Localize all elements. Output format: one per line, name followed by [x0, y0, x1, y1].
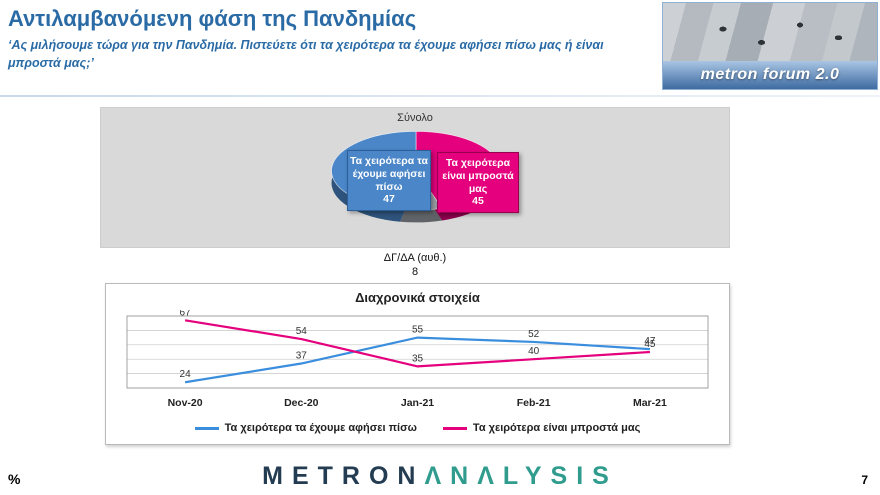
svg-text:45: 45 — [644, 339, 656, 350]
line-chart-panel: Διαχρονικά στοιχεία 24 37 55 52 47 67 54 35 40 45… — [105, 283, 730, 445]
metron-analysis-logo: METRONΛNΛLYSIS — [0, 462, 880, 491]
page-title: Αντιλαμβανόμενη φάση της Πανδημίας — [8, 6, 417, 31]
pie-callout-ahead-label: Τα χειρότερα είναι μπροστά μας — [442, 157, 514, 195]
brand-analysis: ΛNΛLYSIS — [424, 462, 618, 490]
legend-line-ahead — [442, 426, 467, 430]
legend-item-behind: Τα χειρότερα τα έχουμε αφήσει πίσω — [194, 422, 417, 434]
pie-panel: Σύνολο Τα χειρότερα τα έχουμε αφήσει πίσ… — [100, 107, 730, 248]
svg-text:35: 35 — [412, 353, 424, 364]
pie-callout-behind: Τα χειρότερα τα έχουμε αφήσει πίσω 47 — [347, 150, 431, 212]
metron-forum-logo: metron forum 2.0 — [662, 2, 878, 90]
line-chart: 24 37 55 52 47 67 54 35 40 45 Nov-20 Dec-20 Jan-21 Fe… — [126, 310, 709, 409]
svg-text:40: 40 — [528, 346, 540, 357]
svg-text:47: 47 — [644, 336, 656, 347]
pie-label-dk-value: 8 — [411, 266, 419, 279]
svg-text:37: 37 — [296, 351, 308, 362]
brand-metron: METRON — [262, 462, 425, 490]
logo-wordmark: metron forum 2.0 — [663, 61, 877, 89]
pie-label-dk-text: ΔΓ/ΔΑ (αυθ.) — [383, 252, 447, 264]
svg-text:55: 55 — [412, 325, 424, 336]
pie-chart-title: Σύνολο — [397, 112, 433, 124]
pie-callout-ahead-value: 45 — [472, 195, 484, 208]
legend-label-ahead: Τα χειρότερα είναι μπροστά μας — [472, 422, 641, 434]
page-subtitle: ‘Ας μιλήσουμε τώρα για την Πανδημία. Πισ… — [8, 38, 604, 70]
pie-callout-behind-value: 47 — [383, 193, 395, 206]
svg-text:54: 54 — [296, 326, 308, 337]
header-divider — [0, 95, 880, 97]
svg-text:Feb-21: Feb-21 — [517, 397, 551, 409]
legend-item-ahead: Τα χειρότερα είναι μπροστά μας — [442, 422, 641, 434]
line-chart-title: Διαχρονικά στοιχεία — [355, 290, 480, 305]
pie-label-dk: ΔΓ/ΔΑ (αυθ.) 8 — [100, 251, 730, 280]
header: Αντιλαμβανόμενη φάση της Πανδημίας ‘Ας μ… — [8, 6, 658, 72]
percent-label: % — [8, 471, 21, 487]
svg-text:Jan-21: Jan-21 — [401, 397, 434, 409]
logo-photo — [663, 3, 877, 61]
svg-text:Nov-20: Nov-20 — [168, 397, 203, 409]
pie-callout-behind-label: Τα χειρότερα τα έχουμε αφήσει πίσω — [350, 155, 428, 193]
legend-label-behind: Τα χειρότερα τα έχουμε αφήσει πίσω — [224, 422, 417, 434]
svg-text:52: 52 — [528, 329, 540, 340]
svg-text:67: 67 — [180, 310, 192, 318]
legend-line-behind — [194, 426, 219, 430]
pie-callout-ahead: Τα χειρότερα είναι μπροστά μας 45 — [437, 152, 519, 214]
chart-legend: Τα χειρότερα τα έχουμε αφήσει πίσω Τα χε… — [106, 422, 729, 434]
page-number: 7 — [861, 473, 868, 487]
svg-text:Mar-21: Mar-21 — [633, 397, 667, 409]
svg-text:Dec-20: Dec-20 — [284, 397, 319, 409]
svg-text:24: 24 — [180, 369, 192, 380]
